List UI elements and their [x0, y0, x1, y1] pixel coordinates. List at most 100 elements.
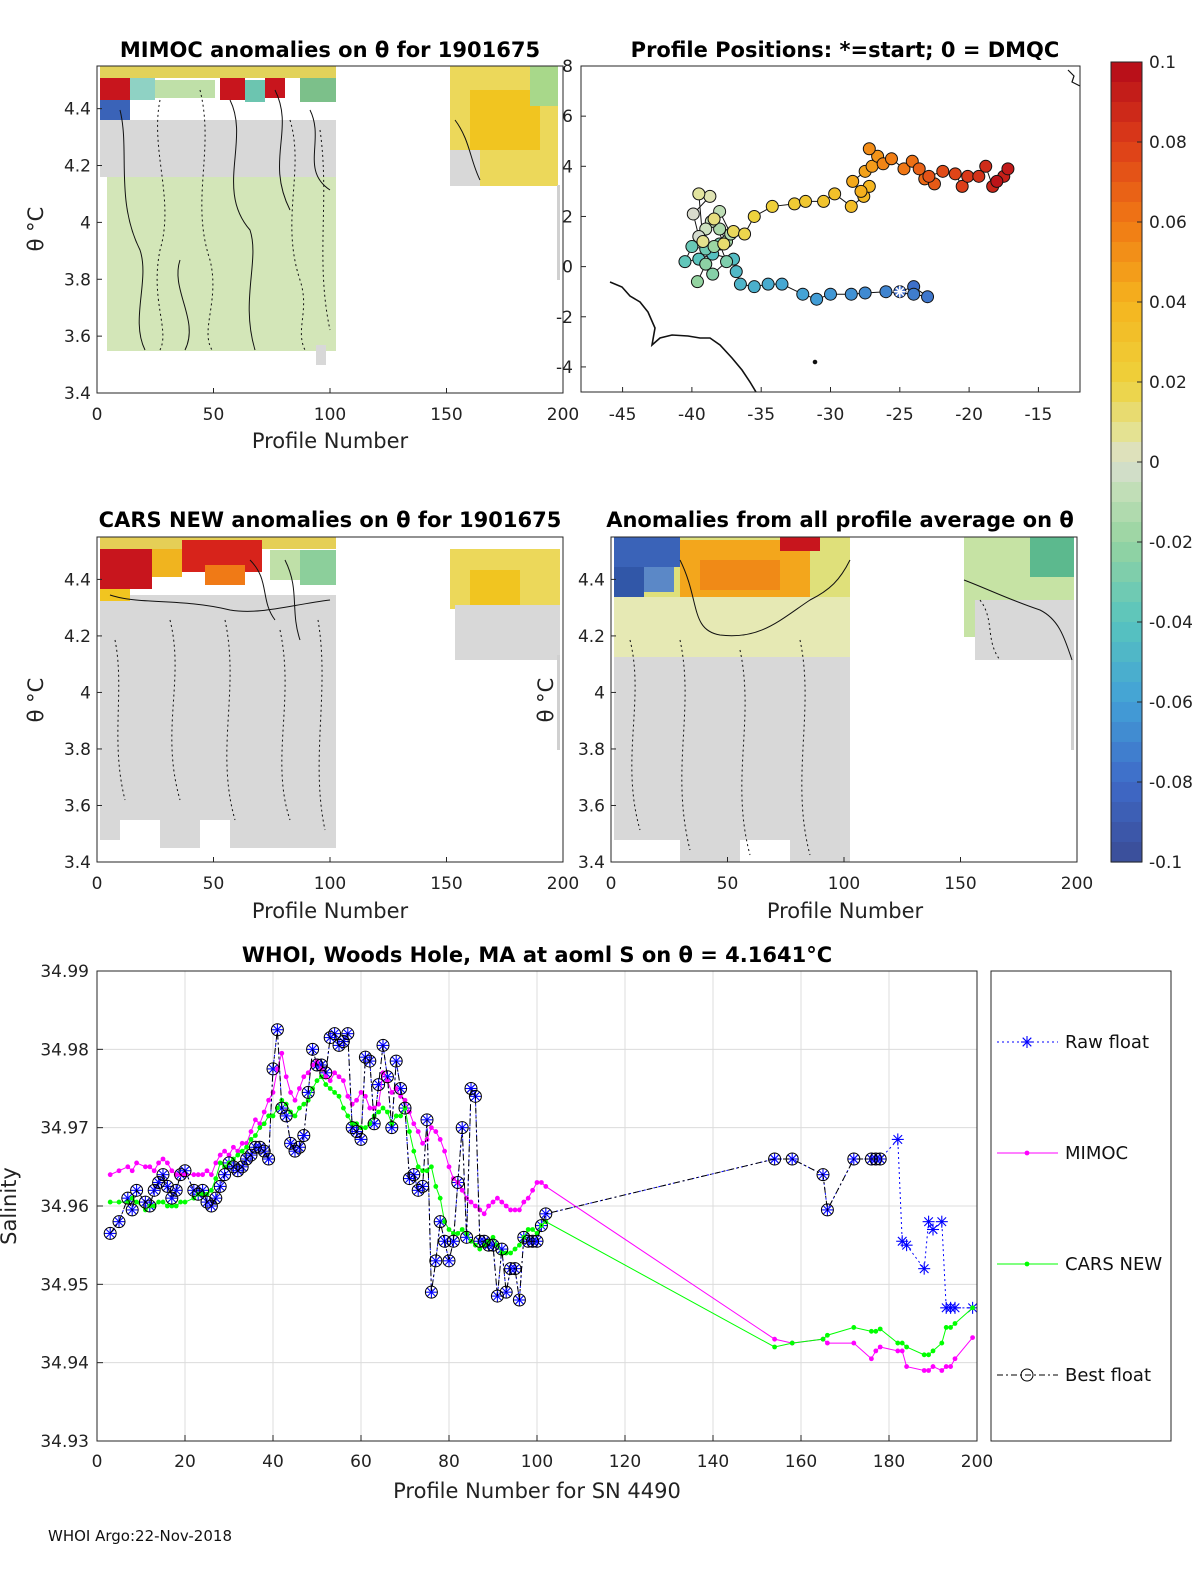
data-point — [231, 1144, 236, 1150]
y-tick-label: 4 — [80, 683, 91, 703]
data-point — [420, 1140, 425, 1146]
data-point — [253, 1140, 267, 1154]
y-tick-label: 3.8 — [64, 740, 91, 760]
data-point — [521, 1234, 535, 1248]
data-point — [927, 1223, 939, 1236]
salinity-grid — [96, 970, 978, 1442]
data-point — [873, 1328, 879, 1334]
data-point — [785, 1152, 799, 1166]
data-point — [358, 1050, 372, 1064]
y-tick-label: 34.95 — [40, 1275, 89, 1295]
series-cars-new — [107, 1074, 975, 1358]
data-point — [948, 1364, 953, 1369]
data-point — [372, 1078, 386, 1092]
heatmap-block — [265, 78, 285, 98]
colorbar: 0.1 0.08 0.06 0.04 0.02 0 -0.02 -0.04 -0.06 -0.08… — [1110, 53, 1193, 873]
data-point — [376, 1101, 381, 1107]
heatmap-block — [614, 537, 680, 567]
data-point — [895, 1340, 901, 1346]
data-point — [512, 1293, 526, 1307]
x-tick-label: 0 — [92, 1452, 103, 1472]
track-point — [884, 152, 898, 166]
data-point — [187, 1183, 201, 1197]
data-point — [217, 1160, 223, 1166]
y-tick-label: 34.94 — [40, 1354, 89, 1374]
track-point — [707, 212, 721, 226]
positions-xticks: -45 -40 -35 -30 -25 -20 -15 — [609, 387, 1052, 425]
colorbar-tick-label: -0.1 — [1149, 853, 1182, 873]
data-point-stroke — [263, 1154, 274, 1164]
track-point — [921, 290, 935, 304]
data-point — [433, 1215, 447, 1229]
data-point — [191, 1187, 205, 1201]
heatmap-block — [100, 820, 120, 840]
y-tick-label: 8 — [562, 57, 573, 77]
x-tick-label: 160 — [785, 1452, 817, 1472]
cars-heatmap — [100, 537, 560, 848]
track-point — [717, 237, 731, 251]
data-point — [297, 1086, 302, 1091]
coastline — [1067, 69, 1080, 87]
data-point — [869, 1328, 874, 1334]
data-point — [103, 1226, 117, 1240]
data-point — [508, 1262, 522, 1276]
track-point — [862, 142, 876, 156]
series-best-float — [103, 1023, 887, 1307]
track-point — [799, 194, 813, 208]
colorbar-cell — [1111, 602, 1142, 623]
track-point — [729, 265, 743, 279]
mimoc-contours — [119, 89, 481, 351]
data-point — [107, 1172, 113, 1178]
contour-line — [319, 129, 331, 331]
heatmap-block — [100, 589, 130, 601]
data-point — [336, 1035, 350, 1048]
track-point — [854, 184, 868, 198]
heatmap-block — [557, 655, 560, 750]
colorbar-cell — [1111, 842, 1142, 863]
colorbar-cell — [1111, 102, 1142, 123]
contour-line — [679, 639, 691, 851]
data-point — [952, 1356, 958, 1362]
x-tick-label: 100 — [828, 874, 860, 894]
data-point — [891, 1133, 904, 1146]
cars-yticks: 3.4 3.6 3.8 4 4.2 4.4 — [64, 570, 102, 873]
data-point — [332, 1070, 337, 1076]
data-point — [301, 1074, 307, 1080]
data-point — [169, 1183, 183, 1197]
salinity-title: WHOI, Woods Hole, MA at aoml S on θ = 4.… — [242, 943, 832, 967]
data-point — [930, 1364, 936, 1369]
data-point-stroke — [950, 1303, 960, 1313]
data-point — [284, 1136, 298, 1150]
data-point — [222, 1156, 236, 1170]
data-point — [248, 1137, 254, 1142]
avg-title: Anomalies from all profile average on θ — [606, 508, 1074, 532]
data-point — [949, 1301, 961, 1314]
data-point — [354, 1132, 368, 1146]
colorbar-cell — [1111, 522, 1142, 543]
colorbar-cell — [1111, 462, 1142, 483]
track-point — [733, 277, 747, 291]
data-point — [327, 1086, 333, 1091]
data-point — [376, 1109, 381, 1115]
data-point — [253, 1117, 258, 1123]
colorbar-tick-label: 0.1 — [1149, 53, 1176, 73]
data-point — [512, 1246, 518, 1252]
data-point — [358, 1090, 364, 1095]
data-point-stroke — [382, 1072, 393, 1082]
contour-line — [249, 559, 276, 621]
data-point — [464, 1082, 478, 1095]
data-point — [323, 1082, 329, 1087]
colorbar-cell — [1111, 62, 1142, 83]
data-point — [899, 1348, 905, 1354]
data-point — [349, 1121, 355, 1127]
colorbar-cell — [1111, 402, 1142, 423]
data-point — [486, 1238, 500, 1252]
data-point — [420, 1168, 425, 1174]
data-point — [389, 1090, 395, 1095]
data-point — [262, 1152, 276, 1166]
y-tick-label: 4.2 — [64, 157, 91, 177]
data-point — [424, 1285, 438, 1299]
data-point — [147, 1183, 161, 1197]
data-point — [380, 1070, 394, 1084]
track-point — [692, 187, 706, 201]
